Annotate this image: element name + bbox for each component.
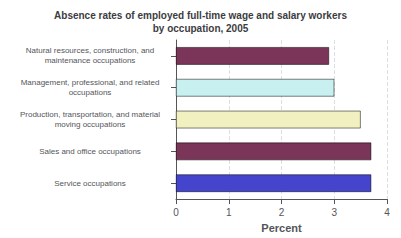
svg-text:2: 2 xyxy=(279,207,285,218)
svg-text:Management, professional, and: Management, professional, and related xyxy=(21,78,160,87)
svg-text:3: 3 xyxy=(331,207,337,218)
svg-text:Production, transportation, an: Production, transportation, and material xyxy=(20,110,160,119)
svg-text:maintenance occupations: maintenance occupations xyxy=(45,56,136,65)
svg-text:0: 0 xyxy=(173,207,179,218)
svg-text:4: 4 xyxy=(384,207,390,218)
svg-text:Absence rates of employed full: Absence rates of employed full-time wage… xyxy=(54,10,347,21)
svg-text:Service occupations: Service occupations xyxy=(54,179,126,188)
svg-text:1: 1 xyxy=(226,207,232,218)
svg-text:by occupation, 2005: by occupation, 2005 xyxy=(153,23,249,34)
svg-text:Natural resources, constructio: Natural resources, construction, and xyxy=(26,46,155,55)
svg-text:occupations: occupations xyxy=(69,88,112,97)
svg-text:moving occupations: moving occupations xyxy=(55,120,126,129)
svg-text:Percent: Percent xyxy=(261,222,302,234)
svg-text:Sales and office occupations: Sales and office occupations xyxy=(39,147,141,156)
